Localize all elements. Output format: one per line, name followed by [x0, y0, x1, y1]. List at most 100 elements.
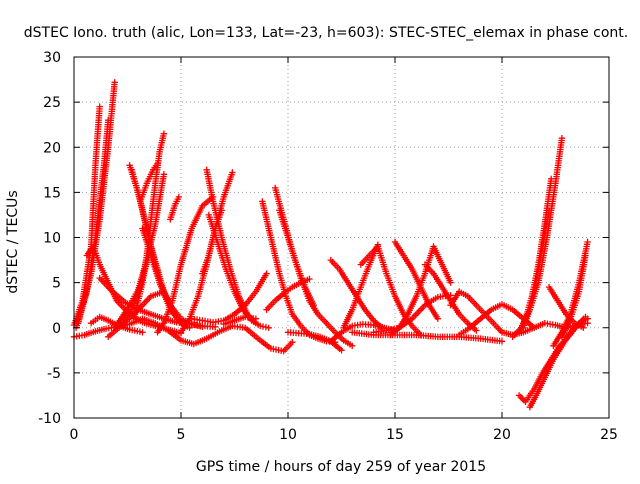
data-point	[199, 323, 206, 330]
data-marker-run	[222, 318, 236, 327]
data-point	[265, 324, 272, 331]
data-marker-run	[500, 302, 514, 312]
data-series	[263, 275, 313, 313]
data-marker-run	[423, 295, 439, 307]
data-point	[447, 279, 454, 286]
data-marker-run	[155, 321, 166, 334]
data-marker-run	[218, 323, 234, 334]
data-marker-run	[466, 294, 478, 307]
data-marker-run	[393, 240, 406, 257]
data-marker-run	[200, 254, 212, 275]
data-marker-run	[533, 320, 546, 330]
data-marker-run	[522, 325, 536, 335]
data-series	[188, 270, 270, 326]
data-marker-run	[139, 254, 150, 284]
data-marker-run	[423, 263, 435, 275]
data-point	[175, 193, 183, 201]
data-point	[447, 292, 454, 299]
data-marker-run	[468, 317, 482, 330]
data-marker-run	[532, 371, 545, 391]
data-marker-run	[539, 209, 552, 248]
data-point	[139, 329, 146, 336]
data-marker-run	[319, 334, 332, 344]
data-marker-run	[90, 245, 103, 266]
data-marker-run	[219, 236, 233, 270]
data-point	[548, 175, 555, 182]
data-marker-run	[150, 311, 165, 322]
data-marker-run	[214, 241, 229, 270]
data-marker-run	[263, 218, 276, 248]
data-marker-run	[189, 204, 205, 230]
data-marker-run	[302, 285, 316, 307]
data-series	[349, 329, 506, 345]
data-marker-run	[206, 227, 218, 257]
data-marker-run	[290, 313, 303, 328]
data-marker-run	[342, 338, 354, 348]
data-marker-run	[144, 168, 156, 185]
data-marker-run	[259, 323, 270, 331]
data-layer	[70, 79, 591, 411]
data-marker-run	[265, 299, 277, 312]
data-point	[289, 339, 296, 346]
data-marker-run	[431, 272, 445, 289]
data-series	[545, 283, 587, 331]
data-marker-run	[341, 308, 355, 329]
data-marker-run	[243, 290, 258, 307]
data-marker-run	[283, 295, 295, 316]
data-marker-run	[448, 290, 462, 307]
data-marker-run	[431, 245, 445, 266]
data-marker-run	[299, 276, 311, 285]
x-tick-label: 15	[386, 427, 404, 443]
data-marker-run	[358, 263, 372, 289]
data-marker-run	[105, 81, 118, 149]
data-marker-run	[401, 254, 415, 271]
y-tick-label: 15	[43, 185, 61, 201]
data-marker-run	[527, 281, 539, 311]
x-tick-label: 0	[70, 427, 79, 443]
data-point	[338, 347, 345, 354]
data-marker-run	[325, 321, 337, 334]
data-marker-run	[409, 267, 423, 289]
data-marker-run	[152, 173, 167, 225]
data-marker-run	[96, 146, 112, 221]
data-marker-run	[250, 318, 262, 328]
data-point	[434, 315, 441, 322]
x-tick-label: 5	[177, 427, 186, 443]
data-series	[130, 130, 168, 322]
data-marker-run	[244, 314, 257, 322]
data-marker-run	[392, 295, 406, 316]
data-marker-run	[191, 316, 203, 324]
data-marker-run	[329, 330, 343, 343]
data-marker-run	[148, 254, 163, 284]
data-marker-run	[544, 320, 556, 328]
data-marker-run	[287, 329, 300, 337]
data-marker-run	[492, 321, 504, 334]
data-marker-run	[201, 195, 215, 208]
data-marker-run	[152, 150, 163, 185]
data-point	[111, 79, 118, 86]
data-marker-run	[511, 308, 525, 321]
data-point	[584, 238, 591, 246]
data-point	[580, 324, 587, 331]
data-marker-run	[410, 303, 427, 321]
chart-title: dSTEC Iono. truth (alic, Lon=133, Lat=-2…	[24, 25, 628, 41]
data-marker-run	[212, 209, 225, 230]
data-marker-run	[90, 315, 101, 325]
data-marker-run	[157, 281, 173, 307]
data-marker-run	[405, 295, 419, 316]
data-marker-run	[97, 263, 111, 284]
data-point	[498, 338, 506, 345]
data-marker-run	[282, 285, 294, 296]
data-marker-run	[179, 317, 192, 334]
y-tick-label: -5	[47, 366, 61, 382]
data-marker-run	[148, 182, 159, 221]
data-point	[584, 315, 591, 322]
data-marker-run	[427, 303, 440, 320]
data-point	[310, 302, 317, 309]
data-point	[473, 327, 480, 334]
data-point	[582, 252, 589, 259]
data-series	[357, 243, 424, 339]
data-marker-run	[479, 308, 493, 321]
data-marker-run	[316, 312, 328, 325]
